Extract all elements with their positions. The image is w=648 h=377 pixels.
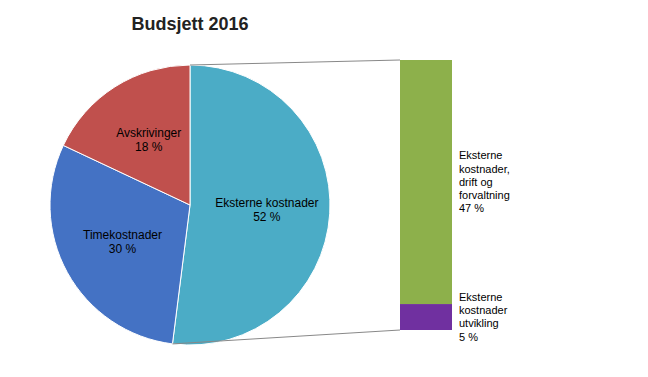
bar-label: Eksternekostnaderutvikling5 % <box>459 291 508 343</box>
connector-line <box>190 60 400 65</box>
chart-container: Budsjett 2016 Eksterne kostnader52 % Timek… <box>0 0 648 377</box>
bar-segments <box>400 60 452 330</box>
pie-label: Avskrivinger18 % <box>116 126 181 154</box>
pie-labels: Eksterne kostnader52 % Timekostnader30 % A… <box>83 126 318 257</box>
pie-slices <box>50 65 330 345</box>
pie-label: Timekostnader30 % <box>83 228 162 256</box>
connector-lines <box>172 60 400 344</box>
chart-svg: Budsjett 2016 Eksterne kostnader52 % Timek… <box>0 0 648 377</box>
bar-label: Eksternekostnader,drift ogforvaltning47 … <box>459 149 510 214</box>
pie-slice <box>63 65 190 205</box>
bar-segment <box>400 304 452 330</box>
bar-segment <box>400 60 452 304</box>
title: Budsjett 2016 <box>131 14 248 34</box>
pie-label: Eksterne kostnader52 % <box>215 196 318 224</box>
connector-line <box>172 330 400 344</box>
bar-labels: Eksternekostnaderutvikling5 % Eksternekos… <box>459 149 510 342</box>
pie-slice <box>172 65 330 345</box>
